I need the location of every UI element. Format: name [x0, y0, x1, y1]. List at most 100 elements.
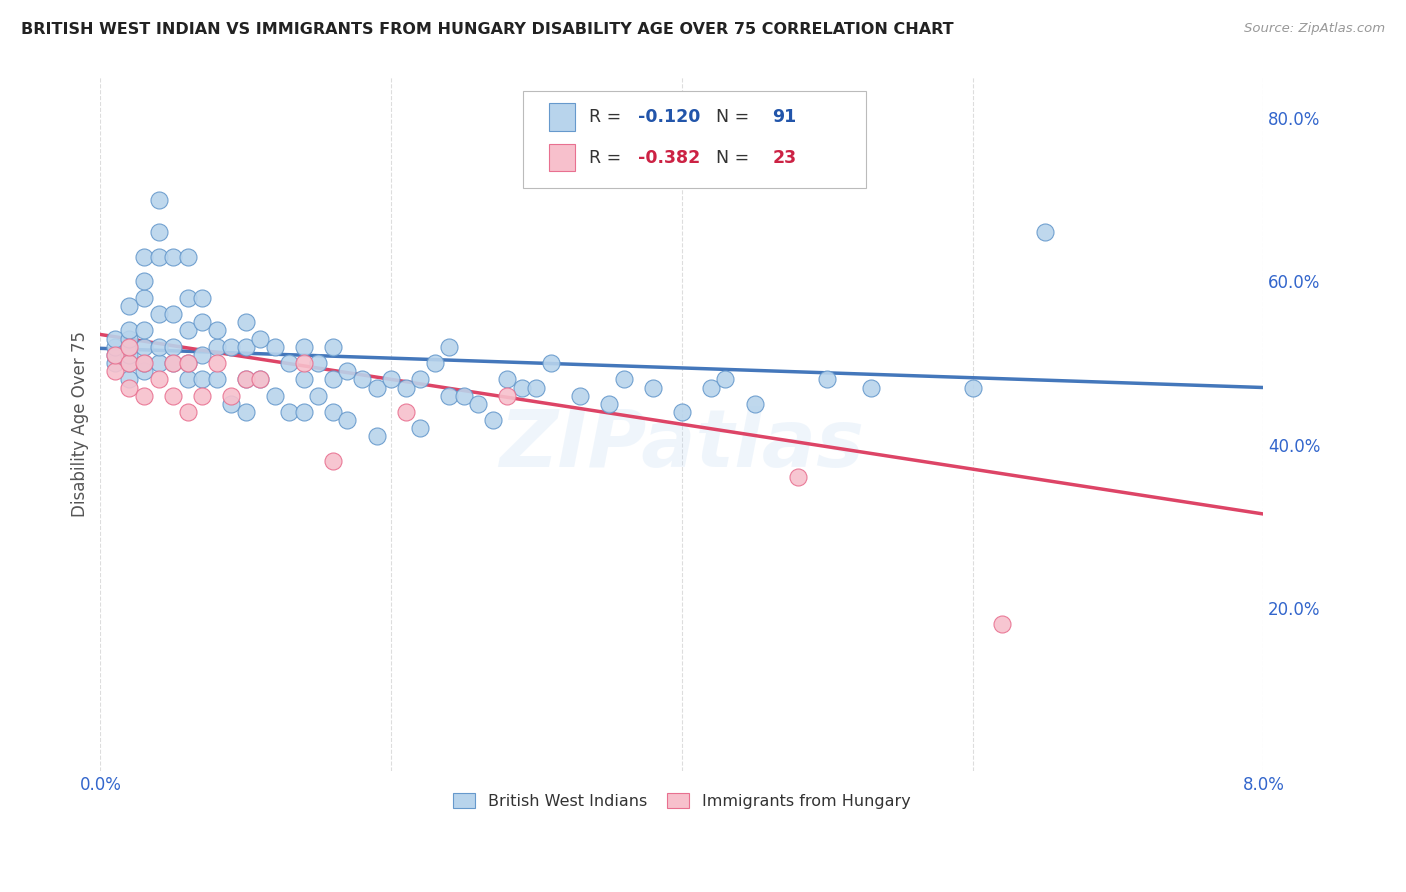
Point [148, 340, 170, 354]
Point [219, 389, 242, 403]
Point [249, 372, 271, 386]
Point [439, 340, 461, 354]
Point [118, 332, 141, 346]
Point [395, 380, 418, 394]
Point [162, 307, 184, 321]
Point [191, 291, 214, 305]
Point [510, 380, 533, 394]
Point [132, 356, 155, 370]
Point [482, 413, 505, 427]
Y-axis label: Disability Age Over 75: Disability Age Over 75 [72, 331, 89, 517]
Point [714, 372, 737, 386]
Point [176, 356, 198, 370]
Point [496, 372, 519, 386]
Point [350, 372, 373, 386]
Point [292, 340, 315, 354]
Point [118, 348, 141, 362]
Point [132, 291, 155, 305]
Point [409, 421, 432, 435]
Point [132, 340, 155, 354]
Point [104, 332, 127, 346]
Point [671, 405, 693, 419]
Point [859, 380, 882, 394]
Text: Source: ZipAtlas.com: Source: ZipAtlas.com [1244, 22, 1385, 36]
Legend: British West Indians, Immigrants from Hungary: British West Indians, Immigrants from Hu… [447, 786, 917, 815]
Point [990, 617, 1012, 632]
Point [453, 389, 475, 403]
Point [235, 315, 257, 329]
Point [598, 397, 620, 411]
Point [118, 340, 141, 354]
Point [118, 356, 141, 370]
Point [235, 372, 257, 386]
Point [235, 405, 257, 419]
Text: N =: N = [704, 149, 755, 167]
Point [322, 372, 344, 386]
Point [104, 348, 127, 362]
Point [409, 372, 432, 386]
Point [467, 397, 489, 411]
Point [148, 307, 170, 321]
Point [162, 389, 184, 403]
Point [322, 454, 344, 468]
Point [118, 372, 141, 386]
Point [205, 340, 228, 354]
Point [104, 348, 127, 362]
Point [162, 250, 184, 264]
Point [292, 405, 315, 419]
Point [380, 372, 402, 386]
Point [278, 405, 301, 419]
Point [278, 356, 301, 370]
Point [322, 340, 344, 354]
Point [962, 380, 984, 394]
Point [148, 372, 170, 386]
Point [176, 291, 198, 305]
Point [700, 380, 723, 394]
Point [1033, 226, 1056, 240]
Point [132, 250, 155, 264]
Point [219, 340, 242, 354]
Point [423, 356, 446, 370]
Point [815, 372, 838, 386]
Point [148, 193, 170, 207]
Point [118, 380, 141, 394]
Point [118, 340, 141, 354]
Bar [550, 103, 575, 131]
Point [176, 372, 198, 386]
Point [104, 340, 127, 354]
Point [249, 332, 271, 346]
Point [148, 356, 170, 370]
Point [132, 275, 155, 289]
Point [569, 389, 592, 403]
Point [263, 340, 285, 354]
Point [395, 405, 418, 419]
Point [322, 405, 344, 419]
Point [292, 356, 315, 370]
Point [191, 389, 214, 403]
Point [526, 380, 548, 394]
Point [132, 389, 155, 403]
Point [307, 389, 329, 403]
Point [191, 372, 214, 386]
Point [162, 340, 184, 354]
Point [205, 323, 228, 337]
Text: R =: R = [589, 108, 627, 126]
Point [132, 323, 155, 337]
Point [219, 397, 242, 411]
Text: N =: N = [704, 108, 755, 126]
Bar [550, 144, 575, 171]
Point [132, 356, 155, 370]
Point [132, 364, 155, 378]
Point [292, 372, 315, 386]
Point [366, 429, 388, 443]
Point [191, 348, 214, 362]
Text: 91: 91 [772, 108, 797, 126]
Point [235, 340, 257, 354]
Point [104, 364, 127, 378]
Point [307, 356, 329, 370]
Point [235, 372, 257, 386]
Point [148, 226, 170, 240]
Point [104, 356, 127, 370]
Point [263, 389, 285, 403]
Text: -0.382: -0.382 [638, 149, 700, 167]
